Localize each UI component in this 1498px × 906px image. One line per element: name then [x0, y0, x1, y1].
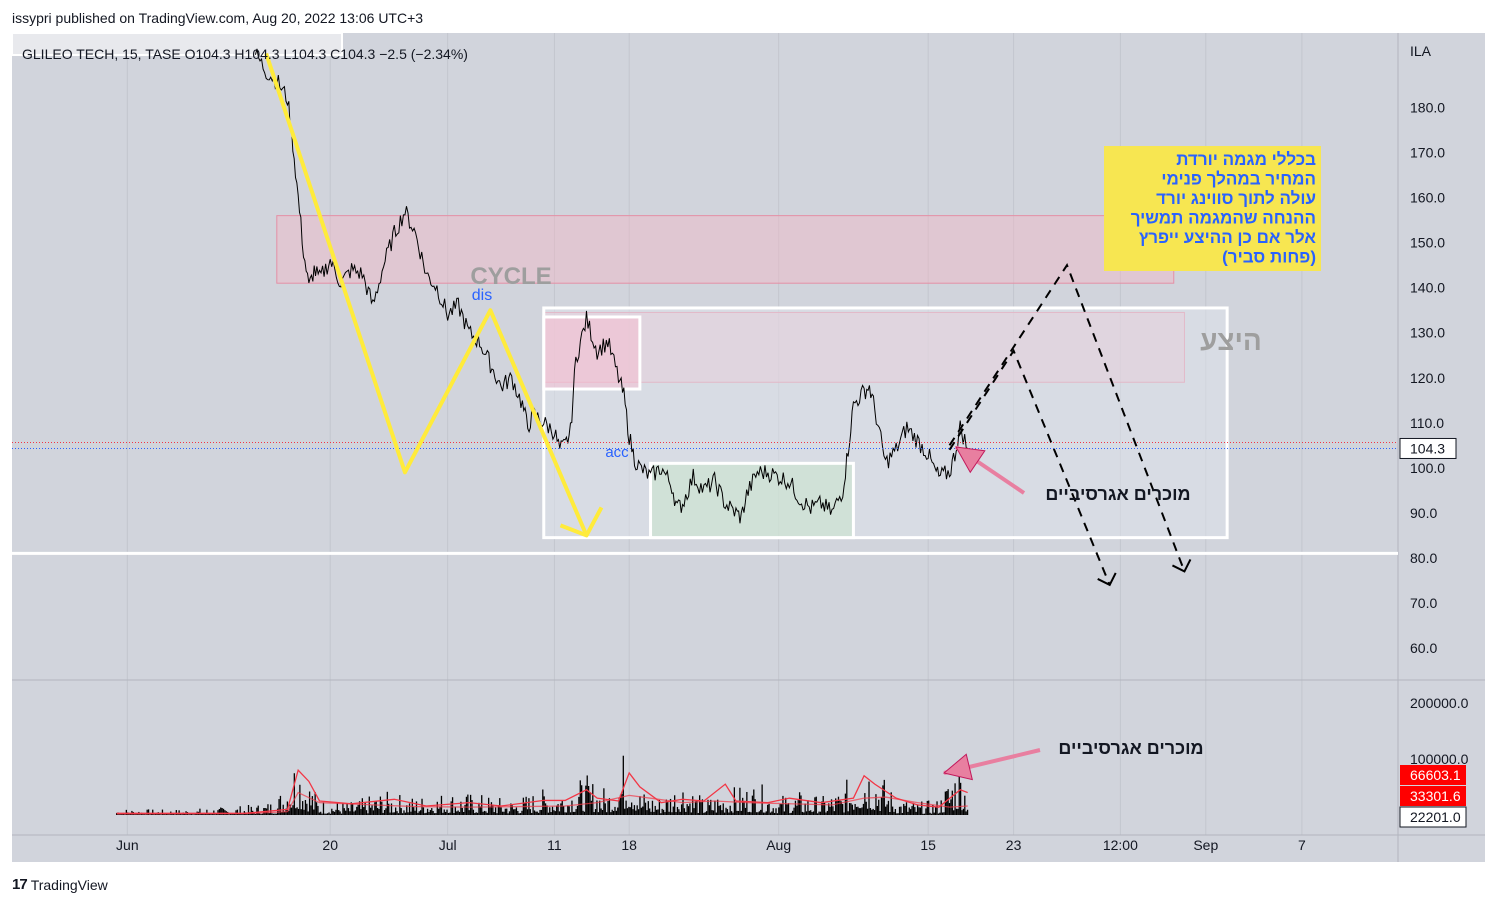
note-line: אלר אם כן ההיצע ייפרץ: [1139, 228, 1317, 247]
note-line: ההנחה שהמגמה תמשיך: [1131, 209, 1316, 228]
volume-badge-label: 33301.6: [1410, 788, 1461, 804]
projection-path-2: [948, 348, 1111, 586]
x-tick-label: 7: [1298, 837, 1306, 853]
annotation-label: acc: [605, 444, 629, 461]
tradingview-brand: TradingView: [30, 876, 108, 893]
legend-ohlc: GLILEO TECH, 15, TASE O104.3 H104.3 L104…: [22, 46, 468, 62]
price-tick-label: 140.0: [1410, 280, 1445, 296]
tradingview-footer[interactable]: 17 TradingView: [12, 876, 108, 893]
annotation-label: CYCLE: [470, 263, 551, 290]
price-tick-label: 120.0: [1410, 370, 1445, 386]
projection-path-1: [948, 262, 1186, 572]
top-range-box: [11, 32, 343, 56]
currency-label: ILA: [1410, 43, 1432, 59]
volume-badge: [1399, 806, 1467, 828]
price-tick-label: 100.0: [1410, 460, 1445, 476]
accumulation-box: [649, 461, 855, 540]
annotation-label: מוכרים אגרסיביים: [1058, 738, 1203, 758]
price-tick-label: 60.0: [1410, 640, 1437, 656]
x-tick-label: Jun: [116, 837, 139, 853]
price-tick-label: 90.0: [1410, 505, 1437, 521]
price-tick-label: 170.0: [1410, 145, 1445, 161]
volume-badge-label: 66603.1: [1410, 767, 1461, 783]
volume-tick-label: 200000.0: [1410, 695, 1469, 711]
x-tick-label: Sep: [1193, 837, 1218, 853]
x-tick-label: 20: [322, 837, 338, 853]
note-line: המחיר במהלך פנימי: [1161, 170, 1316, 189]
annotation-label: מוכרים אגרסיביים: [1045, 484, 1190, 504]
cycle-zigzag: [264, 52, 589, 537]
volume-pane: [115, 755, 969, 815]
pink-arrow-price-head: [955, 446, 986, 474]
x-tick-label: Aug: [766, 837, 791, 853]
price-tick-label: 80.0: [1410, 550, 1437, 566]
price-tick-label: 160.0: [1410, 190, 1445, 206]
cycle-arrowhead: [559, 506, 604, 538]
price-tick-label: 180.0: [1410, 100, 1445, 116]
annotation-label: היצע: [1200, 325, 1262, 356]
price-tick-label: 150.0: [1410, 235, 1445, 251]
last-price-badge: [1399, 437, 1457, 459]
axes: 180.0 170.0 160.0 150.0 140.0 130.0 120.0 110.0…: [116, 43, 1469, 853]
x-tick-label: 15: [920, 837, 936, 853]
last-price-label: 104.3: [1410, 440, 1445, 456]
x-tick-label: 23: [1006, 837, 1022, 853]
price-tick-label: 70.0: [1410, 595, 1437, 611]
annotation-label: dis: [472, 287, 492, 304]
volume-tick-label: 100000.0: [1410, 751, 1469, 767]
note-line: (פחות סביר): [1222, 248, 1316, 267]
drawings: [12, 52, 1398, 781]
tradingview-logo-icon: 17: [12, 876, 28, 893]
distribution-box: [542, 315, 642, 391]
price-line: [254, 48, 968, 524]
note-box: [1104, 146, 1321, 271]
volume-ma-line: [116, 768, 968, 814]
annotations: GLILEO TECH, 15, TASE O104.3 H104.3 L104…: [22, 46, 1321, 758]
x-tick-label: 12:00: [1103, 837, 1138, 853]
supply-zone-upper: [276, 215, 1175, 284]
price-series: [254, 48, 968, 524]
pink-arrow-volume-head: [942, 753, 973, 781]
volume-badge: [1400, 786, 1466, 806]
volume-ma2-line: [116, 791, 968, 815]
x-tick-label: 18: [621, 837, 637, 853]
zone-boxes: [276, 215, 1229, 540]
x-tick-label: 11: [547, 837, 562, 853]
projection-arrowhead-1: [1171, 558, 1192, 573]
x-tick-label: Jul: [439, 837, 457, 853]
publish-header: issypri published on TradingView.com, Au…: [12, 10, 424, 26]
projection-arrowhead-2: [1097, 572, 1117, 587]
price-tick-label: 110.0: [1410, 415, 1444, 431]
note-line: בכללי מגמה יורדת: [1176, 150, 1316, 169]
price-tick-label: 130.0: [1410, 325, 1445, 341]
note-line: עולה לתוך סווינג יורד: [1156, 189, 1316, 208]
volume-badge: [1400, 765, 1466, 785]
volume-badge-label: 22201.0: [1410, 809, 1461, 825]
